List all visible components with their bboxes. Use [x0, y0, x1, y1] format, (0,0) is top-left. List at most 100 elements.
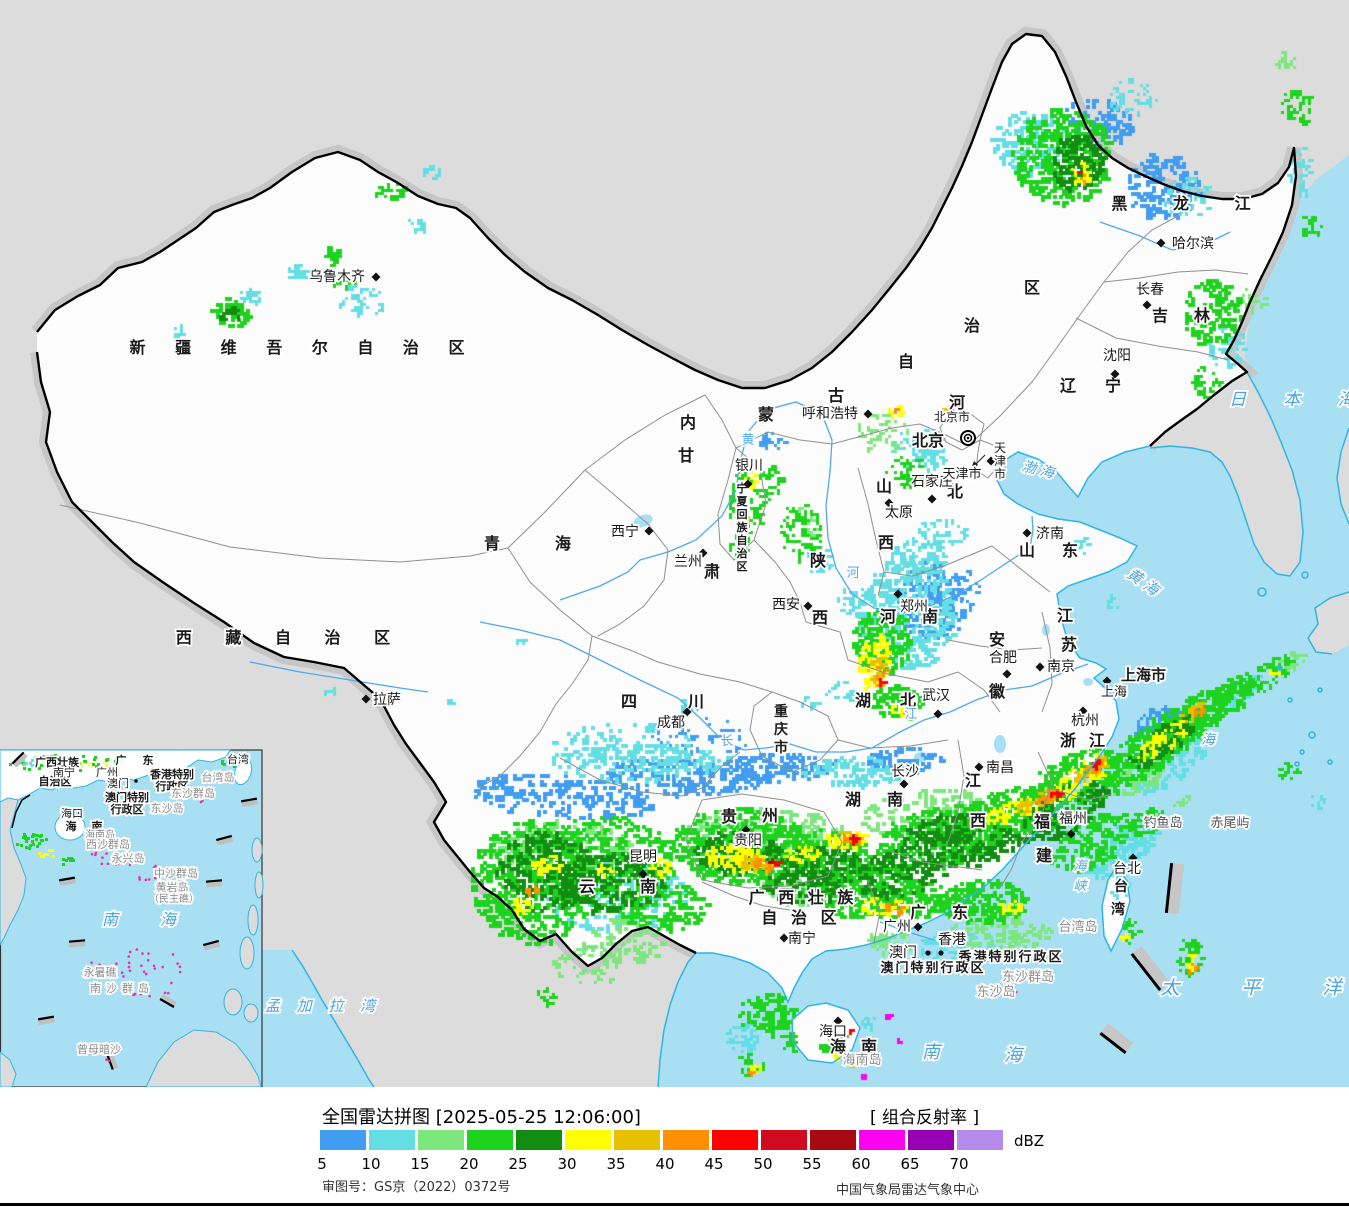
- colorbar-value: 20: [459, 1155, 479, 1173]
- inset-label: 南沙群岛: [90, 981, 154, 995]
- inset-philippines: [223, 837, 264, 1023]
- inset-radar-speck: [63, 756, 66, 759]
- city-marker: [743, 479, 753, 489]
- city-marker: [638, 869, 648, 879]
- colorbar-value: 5: [317, 1155, 327, 1173]
- city-label: 南昌: [986, 760, 1014, 776]
- inset-label: 东: [143, 753, 154, 767]
- province-label: 湖: [845, 790, 861, 809]
- inset-radar-speck: [51, 761, 54, 764]
- city-marker: [1142, 300, 1152, 310]
- city-label: 天津市: [994, 441, 1006, 481]
- city-marker: [1022, 528, 1032, 538]
- province-label: 吉: [1152, 306, 1168, 325]
- inset-radar-speck: [23, 767, 26, 770]
- inset-radar-speck: [65, 859, 68, 862]
- inset-radar-speck: [23, 833, 26, 836]
- sea-label: 黄 海: [1123, 565, 1163, 601]
- inset-radar-speck: [106, 763, 108, 765]
- province-label: 宁: [1105, 376, 1121, 395]
- inset-dash-segment: [205, 879, 223, 888]
- city-label: 兰州: [674, 554, 702, 570]
- inset-radar-speck: [25, 762, 28, 765]
- province-label: 古: [828, 386, 844, 405]
- inset-label: 南: [92, 819, 103, 833]
- inset-radar-speck: [221, 762, 224, 765]
- inset-radar-speck: [97, 763, 100, 766]
- reef-marker: [1008, 990, 1012, 994]
- province-label: 东: [952, 903, 968, 922]
- inset-radar-speck: [36, 845, 39, 848]
- colorbar-segment: [418, 1130, 464, 1150]
- province-label: 西: [878, 533, 894, 552]
- city-marker: [899, 779, 909, 789]
- city-marker: [974, 762, 984, 772]
- inset-label: 台湾岛: [202, 770, 235, 784]
- inset-radar-speck: [83, 760, 86, 763]
- reef-marker: [152, 964, 156, 968]
- inset-radar-speck: [37, 757, 40, 760]
- colorbar-value: 45: [704, 1155, 724, 1173]
- province-label: 四: [621, 692, 637, 711]
- inset-label: 行政区: [110, 802, 144, 816]
- inset-city-marker: [54, 770, 58, 774]
- sea-label: 日 本 海: [1229, 390, 1349, 410]
- inset-label: 曾母暗沙: [77, 1042, 121, 1056]
- inset-radar-speck: [82, 755, 85, 758]
- province-label: 东: [1062, 541, 1078, 560]
- reef-marker: [105, 1058, 108, 1061]
- inset-hainan: [54, 813, 86, 841]
- inset-radar-speck: [29, 844, 32, 847]
- city-label: 济南: [1036, 526, 1064, 542]
- inset-radar-speck: [38, 767, 41, 770]
- sea-label: 太 平 洋: [1160, 977, 1349, 999]
- city-marker: [938, 950, 944, 956]
- legend-product-type: [ 组合反射率 ]: [870, 1108, 980, 1128]
- colorbar-values: 5 10 15 20 25 30 35 40 45 50 55 60 65 70: [0, 1155, 1349, 1173]
- inset-label: 澳门特别: [105, 790, 149, 804]
- inset-radar-speck: [233, 765, 236, 768]
- reef-marker: [148, 994, 151, 998]
- inset-label: （民主礁）: [149, 892, 199, 905]
- national-border: [35, 32, 1298, 968]
- reef-marker: [201, 799, 204, 803]
- inset-radar-speck: [22, 836, 25, 839]
- province-label: 黑 龙 江: [1111, 194, 1270, 213]
- city-marker: [927, 494, 937, 504]
- island-label: 东沙岛: [976, 984, 1015, 1000]
- city-label: 太原: [885, 505, 913, 521]
- inset-radar-speck: [31, 759, 34, 762]
- reef-marker: [138, 876, 141, 879]
- province-label: 广: [910, 903, 926, 922]
- reef-marker: [124, 851, 127, 855]
- bottom-border: [0, 1203, 1349, 1206]
- inset-radar-speck: [106, 758, 109, 761]
- reef-marker: [127, 955, 131, 958]
- reef-marker: [144, 878, 148, 882]
- province-label: 广 西 壮 族: [749, 888, 858, 907]
- inset-radar-speck: [53, 756, 56, 759]
- inset-label: 黄岩岛: [156, 880, 189, 894]
- province-label: 河: [949, 393, 965, 412]
- inset-radar-speck: [223, 763, 226, 766]
- city-label: 长春: [1136, 282, 1164, 298]
- inset-label: 永兴岛: [112, 851, 145, 865]
- inset-radar-speck: [67, 764, 69, 766]
- inset-radar-speck: [229, 759, 232, 762]
- inset-radar-speck: [28, 847, 31, 850]
- colorbar-value: 65: [900, 1155, 920, 1173]
- inset-radar-speck: [52, 855, 55, 858]
- inset-label: 广: [116, 753, 127, 767]
- sea-label: 南: [922, 1042, 943, 1063]
- reef-marker: [127, 965, 131, 969]
- province-label: 安: [989, 630, 1005, 649]
- inset-radar-speck: [51, 849, 54, 852]
- inset-radar-speck: [32, 833, 35, 836]
- inset-radar-speck: [99, 766, 101, 768]
- province-label: 南: [861, 1037, 877, 1056]
- reef-marker: [135, 948, 139, 951]
- inset-radar-speck: [72, 766, 75, 769]
- reef-marker: [128, 950, 132, 954]
- legend-panel: 全国雷达拼图 [2025-05-25 12:06:00] [ 组合反射率 ] d…: [0, 1087, 1349, 1208]
- province-label: 青: [484, 534, 500, 553]
